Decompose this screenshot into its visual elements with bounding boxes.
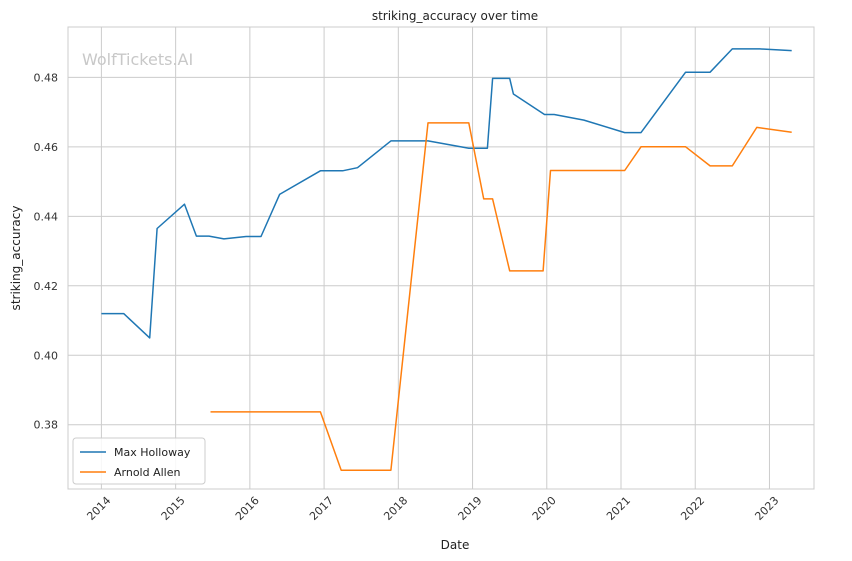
- y-tick-label: 0.44: [34, 210, 59, 223]
- series-line-1: [210, 122, 792, 471]
- y-tick-label: 0.38: [34, 419, 59, 432]
- legend-label-0: Max Holloway: [114, 446, 191, 459]
- plot-area: [67, 26, 815, 490]
- y-tick-label: 0.46: [34, 141, 59, 154]
- y-tick-label: 0.48: [34, 71, 59, 84]
- series-lines: [101, 48, 792, 471]
- legend: Max Holloway Arnold Allen: [72, 437, 206, 485]
- grid-lines: [68, 27, 814, 489]
- y-tick-label: 0.42: [34, 280, 59, 293]
- y-axis-ticks: 0.38 0.40 0.42 0.44 0.46 0.48: [34, 71, 59, 431]
- x-axis-ticks: 2014 2015 2016 2017 2018 2019 2020 2021 2022 2023: [84, 494, 781, 523]
- watermark-text: WolfTickets.AI: [82, 50, 193, 69]
- legend-label-1: Arnold Allen: [114, 466, 180, 479]
- y-tick-label: 0.40: [34, 349, 59, 362]
- chart-title: striking_accuracy over time: [372, 9, 538, 23]
- series-line-0: [101, 48, 792, 339]
- y-axis-label: striking_accuracy: [9, 206, 23, 311]
- x-axis-label: Date: [441, 538, 470, 552]
